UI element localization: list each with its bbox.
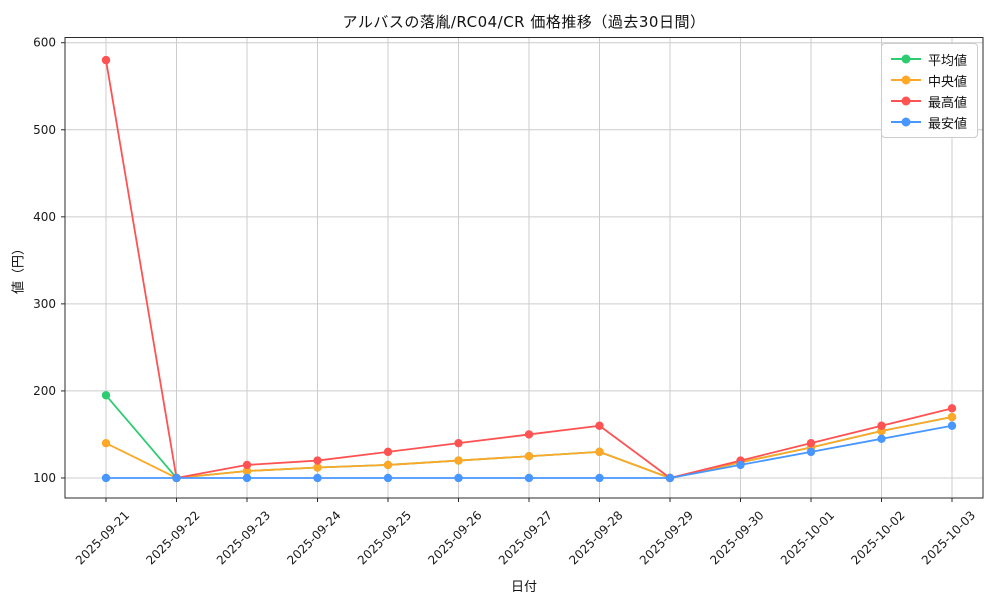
max-point bbox=[313, 456, 322, 465]
chart-title: アルバスの落胤/RC04/CR 価格推移（過去30日間） bbox=[342, 13, 706, 31]
max-point bbox=[383, 447, 393, 457]
min-point bbox=[665, 473, 675, 483]
legend-label-max: 最高値 bbox=[927, 95, 967, 111]
min-point bbox=[383, 473, 393, 483]
median-point bbox=[595, 447, 604, 457]
legend-item-max: 最高値 bbox=[890, 93, 967, 111]
y-tick-label: 200 bbox=[33, 384, 56, 398]
average-point bbox=[101, 391, 111, 400]
max-point bbox=[524, 430, 534, 439]
max-point bbox=[947, 404, 957, 413]
max-point bbox=[877, 421, 886, 430]
series-min bbox=[101, 421, 957, 483]
legend-label-median: 中央値 bbox=[927, 74, 967, 90]
min-point bbox=[947, 421, 957, 430]
x-tick-label: 2025-09-27 bbox=[496, 508, 555, 567]
y-tick-label: 300 bbox=[33, 297, 56, 311]
y-axis: 100 200 300 400 500 600 bbox=[33, 36, 65, 485]
median-point bbox=[454, 456, 463, 465]
x-tick-label: 2025-09-24 bbox=[284, 508, 343, 567]
min-line-marker-icon bbox=[890, 117, 921, 127]
median-point bbox=[313, 463, 322, 472]
average-line-marker-icon bbox=[890, 54, 921, 64]
plot-border bbox=[64, 37, 984, 499]
x-tick-label: 2025-09-29 bbox=[637, 508, 696, 567]
min-point bbox=[877, 434, 886, 444]
min-point bbox=[806, 447, 816, 457]
min-point bbox=[454, 473, 463, 483]
x-tick-label: 2025-10-02 bbox=[848, 508, 907, 567]
legend-item-median: 中央値 bbox=[890, 72, 967, 90]
min-point bbox=[172, 473, 181, 483]
median-point bbox=[947, 412, 957, 422]
x-tick-label: 2025-09-21 bbox=[73, 508, 132, 567]
x-axis: 2025-09-21 2025-09-22 2025-09-23 2025-09-24… bbox=[73, 498, 978, 567]
legend-item-average: 平均値 bbox=[890, 51, 967, 69]
y-tick-label: 500 bbox=[33, 123, 56, 137]
min-point bbox=[101, 473, 111, 483]
median-point bbox=[524, 452, 534, 461]
median-point bbox=[383, 460, 393, 470]
min-point bbox=[736, 460, 745, 470]
x-tick-label: 2025-09-22 bbox=[143, 508, 202, 567]
gridlines bbox=[65, 37, 983, 498]
min-point bbox=[313, 473, 322, 483]
y-tick-label: 100 bbox=[33, 471, 56, 485]
legend-item-min: 最安値 bbox=[890, 114, 967, 132]
x-axis-label: 日付 bbox=[510, 580, 537, 595]
max-line-marker-icon bbox=[890, 96, 921, 106]
x-tick-label: 2025-09-28 bbox=[566, 508, 625, 567]
min-point bbox=[595, 473, 604, 483]
y-tick-label: 600 bbox=[33, 36, 56, 50]
y-tick-label: 400 bbox=[33, 210, 56, 224]
x-tick-label: 2025-09-23 bbox=[214, 508, 273, 567]
legend: 平均値 中央値 最高値 最安値 bbox=[880, 43, 978, 138]
min-point bbox=[242, 473, 252, 483]
max-point bbox=[806, 438, 816, 448]
x-tick-label: 2025-09-25 bbox=[355, 508, 414, 567]
legend-label-min: 最安値 bbox=[927, 116, 967, 132]
median-point bbox=[242, 466, 252, 476]
median-line-marker-icon bbox=[890, 75, 921, 85]
x-tick-label: 2025-09-30 bbox=[707, 508, 766, 567]
min-point bbox=[524, 473, 534, 483]
x-tick-label: 2025-10-03 bbox=[919, 508, 978, 567]
max-point bbox=[595, 421, 604, 430]
x-tick-label: 2025-09-26 bbox=[425, 508, 484, 567]
median-point bbox=[101, 438, 111, 448]
max-point bbox=[454, 438, 463, 448]
max-point bbox=[101, 55, 111, 65]
y-axis-label: 値（円） bbox=[11, 241, 27, 295]
max-point bbox=[242, 460, 252, 470]
legend-label-average: 平均値 bbox=[927, 53, 967, 69]
x-tick-label: 2025-10-01 bbox=[778, 508, 837, 567]
